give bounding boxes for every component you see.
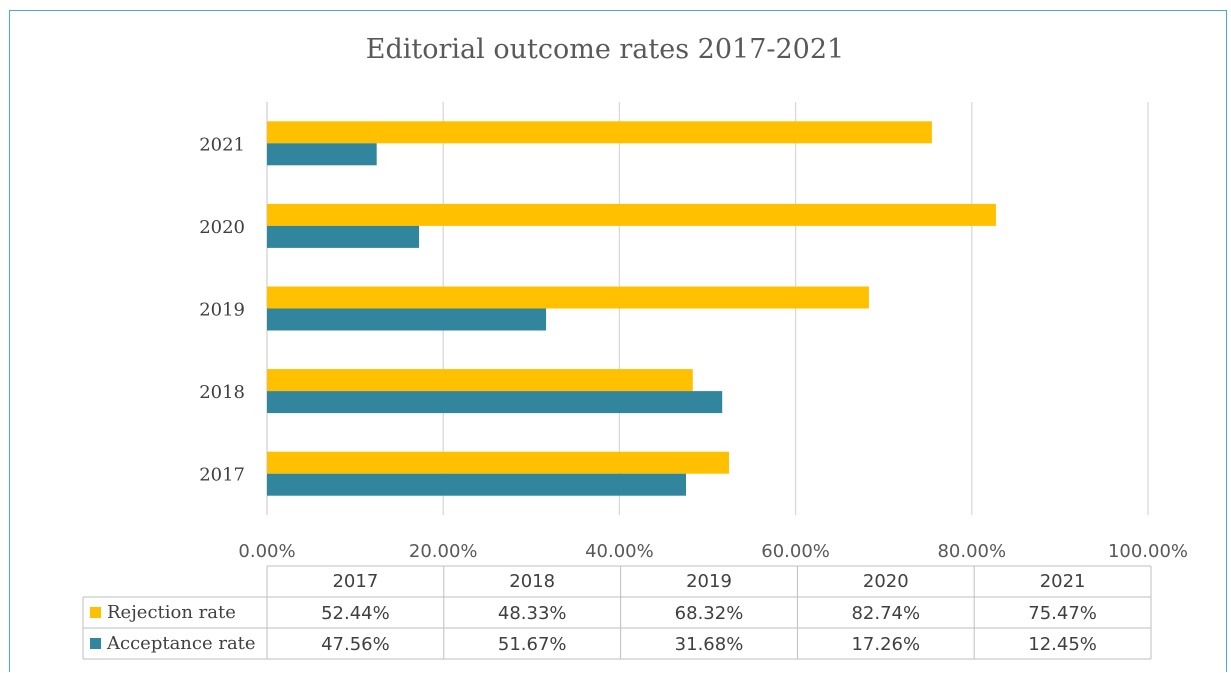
legend-label: Acceptance rate: [106, 633, 256, 654]
x-tick-label: 80.00%: [937, 541, 1006, 562]
legend-label: Rejection rate: [107, 602, 236, 623]
table-header-cell: 2019: [686, 571, 732, 592]
table-header-cell: 2021: [1040, 571, 1086, 592]
table-header-cell: 2020: [863, 571, 909, 592]
table-header-cell: 2017: [332, 571, 378, 592]
x-tick-label: 100.00%: [1108, 541, 1188, 562]
category-label: 2020: [199, 217, 245, 238]
table-value-cell: 12.45%: [1028, 634, 1097, 655]
legend-swatch: [90, 638, 101, 649]
table-value-cell: 48.33%: [498, 603, 567, 624]
bar: [267, 369, 693, 392]
table-value-cell: 31.68%: [675, 634, 744, 655]
category-label: 2017: [199, 465, 245, 486]
bar: [267, 121, 932, 144]
bar: [267, 308, 547, 331]
table-header-cell: 2018: [509, 571, 555, 592]
x-tick-label: 40.00%: [585, 541, 654, 562]
chart-frame: [9, 10, 1227, 672]
table-value-cell: 52.44%: [321, 603, 390, 624]
category-label: 2018: [199, 382, 245, 403]
table-value-cell: 82.74%: [851, 603, 920, 624]
table-value-cell: 51.67%: [498, 634, 567, 655]
x-tick-label: 60.00%: [761, 541, 830, 562]
bar: [267, 203, 996, 226]
table-value-cell: 47.56%: [321, 634, 390, 655]
table-value-cell: 68.32%: [675, 603, 744, 624]
bar: [267, 286, 869, 309]
category-label: 2019: [199, 300, 245, 321]
category-label: 2021: [199, 134, 245, 155]
table-value-cell: 75.47%: [1028, 603, 1097, 624]
bar: [267, 473, 687, 496]
x-tick-label: 20.00%: [409, 541, 478, 562]
bar: [267, 225, 420, 248]
x-tick-label: 0.00%: [238, 541, 295, 562]
bar: [267, 143, 377, 166]
chart-title: Editorial outcome rates 2017-2021: [366, 34, 844, 65]
legend-swatch: [90, 607, 101, 618]
bar: [267, 391, 723, 414]
table-value-cell: 17.26%: [851, 634, 920, 655]
bar: [267, 451, 729, 474]
